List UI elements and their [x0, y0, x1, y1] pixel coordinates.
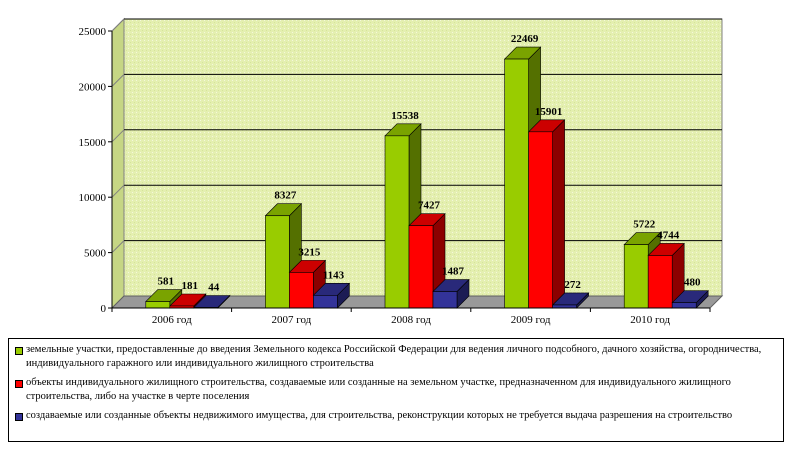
bar	[312, 282, 351, 309]
bar-side	[552, 119, 565, 309]
legend-swatch-red	[15, 380, 23, 388]
bar-front	[528, 131, 553, 309]
gridline-side	[111, 129, 125, 143]
x-tick-label: 2009 год	[511, 314, 551, 326]
bar	[647, 242, 685, 309]
data-label: 272	[564, 279, 581, 291]
y-tick-label: 10000	[79, 192, 107, 204]
y-tick-label: 20000	[79, 81, 107, 93]
bar-front	[504, 58, 529, 309]
data-label: 8327	[274, 190, 297, 202]
data-label: 15538	[391, 110, 419, 122]
gridline-side	[111, 74, 125, 87]
gridline-side	[111, 18, 125, 32]
bar-front	[647, 255, 673, 309]
data-label: 22469	[511, 33, 539, 45]
data-label: 44	[208, 282, 220, 294]
bar-front	[145, 301, 171, 309]
legend: земельные участки, предоставленные до вв…	[8, 338, 784, 442]
bar-front	[313, 295, 338, 309]
data-label: 1143	[323, 269, 345, 281]
data-label: 3215	[298, 246, 321, 258]
bar-front	[408, 225, 434, 309]
bar	[551, 292, 590, 309]
bar	[527, 119, 566, 309]
gridline-side	[111, 240, 125, 253]
bar-chart: 0 5000 10000 15000 20000 25000 2006 год 2007 г…	[79, 17, 724, 326]
y-tick-label: 25000	[79, 26, 107, 38]
bar	[264, 203, 303, 309]
data-label: 480	[684, 277, 701, 289]
data-label: 4744	[657, 229, 680, 241]
data-label: 1487	[442, 266, 465, 278]
data-label: 7427	[418, 200, 441, 212]
bar	[384, 123, 422, 309]
y-tick-label: 5000	[84, 248, 107, 260]
legend-label-series-3: создаваемые или созданные объекты недвиж…	[26, 410, 733, 421]
bar-front	[384, 135, 410, 309]
bar	[432, 278, 470, 309]
data-label: 5722	[633, 219, 656, 231]
legend-swatch-green	[15, 347, 23, 355]
bar-front	[432, 291, 458, 309]
x-tick-label: 2007 год	[272, 314, 312, 326]
legend-label-series-2: объекты индивидуального жилищного строит…	[26, 377, 731, 402]
legend-item-series-2: объекты индивидуального жилищного строит…	[15, 376, 777, 404]
data-label: 15901	[535, 106, 563, 118]
x-tick-label: 2008 год	[391, 314, 431, 326]
legend-swatch-blue	[15, 413, 23, 421]
bar-front	[623, 244, 649, 309]
bar-front	[289, 272, 314, 309]
x-tick-label: 2006 год	[152, 314, 192, 326]
y-tick-label: 15000	[79, 137, 107, 149]
bars	[145, 46, 709, 309]
bar-front	[671, 302, 697, 309]
data-label: 181	[182, 280, 199, 292]
legend-item-series-3: создаваемые или созданные объекты недвиж…	[15, 409, 777, 423]
chart-side-wall	[111, 17, 125, 310]
legend-item-series-1: земельные участки, предоставленные до вв…	[15, 343, 777, 371]
legend-label-series-1: земельные участки, предоставленные до вв…	[26, 344, 762, 369]
x-tick-label: 2010 год	[630, 314, 670, 326]
data-label: 581	[158, 276, 175, 288]
y-axis: 0 5000 10000 15000 20000 25000	[79, 26, 113, 315]
bar-front	[265, 215, 290, 309]
y-tick-label: 0	[101, 303, 107, 315]
gridline-side	[111, 184, 125, 198]
x-axis: 2006 год 2007 год 2008 год 2009 год 2010 год	[111, 307, 711, 326]
